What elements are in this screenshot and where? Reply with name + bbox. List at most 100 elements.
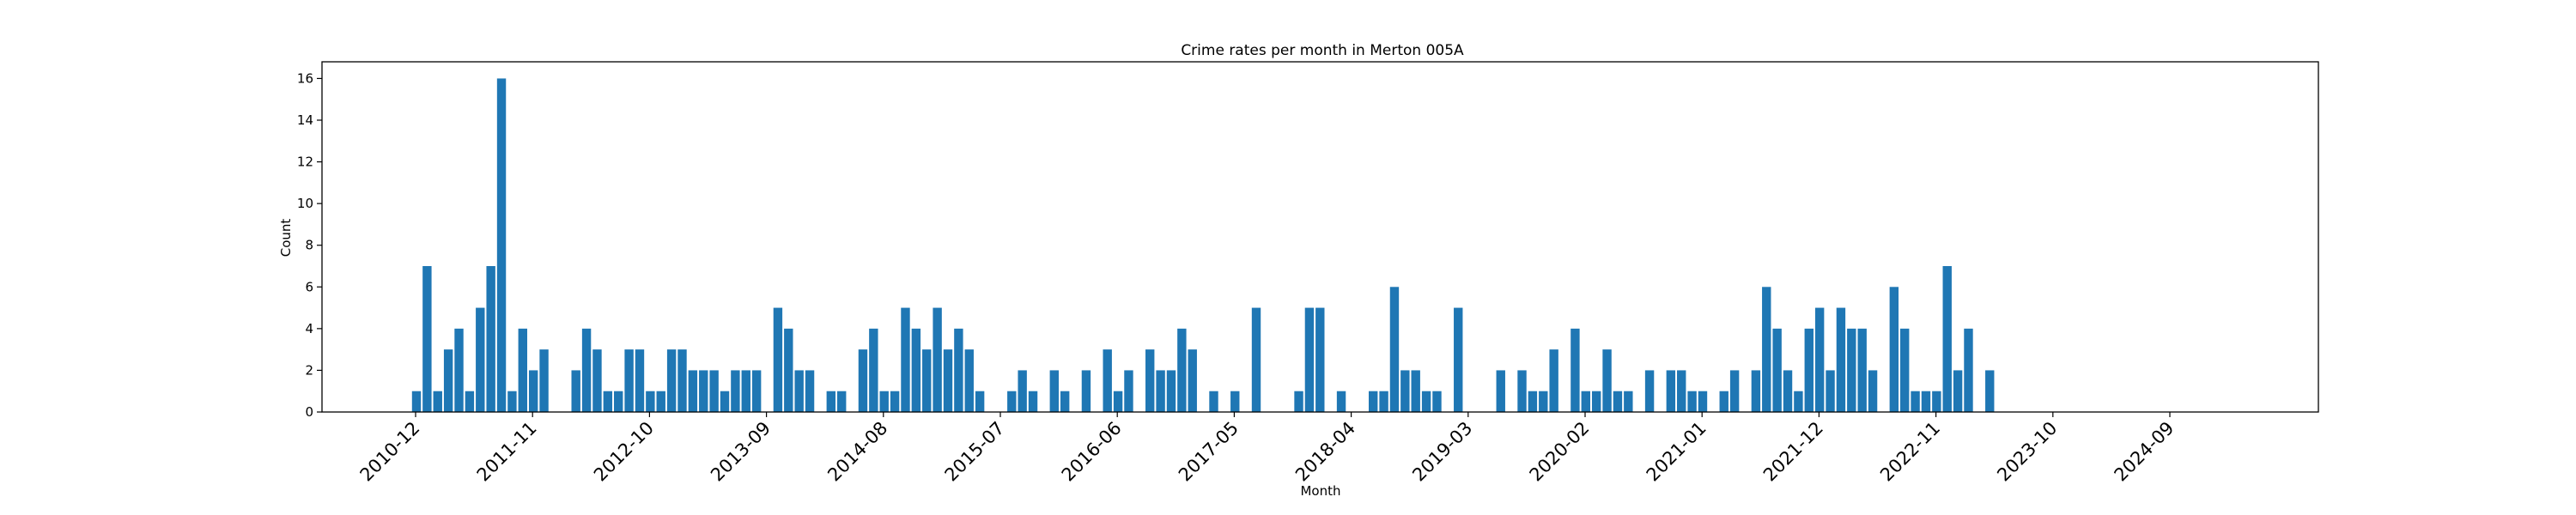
x-axis-label: Month [1300,483,1340,499]
bar-116 [1644,370,1655,412]
bar-110 [1581,391,1590,412]
bar-7 [486,266,495,412]
bar-91 [1379,391,1388,412]
bar-21 [635,349,645,412]
bar-22 [646,391,655,412]
y-tick-label: 6 [305,279,313,294]
bar-96 [1432,391,1442,412]
bar-1 [422,266,432,412]
bar-23 [656,391,665,412]
bar-18 [603,391,613,412]
bar-145 [1953,370,1963,412]
bar-134 [1836,307,1846,412]
bar-57 [1018,370,1027,412]
x-tick-label: 2017-05 [1175,418,1242,486]
bar-98 [1454,307,1463,412]
bar-85 [1315,307,1325,412]
bar-118 [1666,370,1676,412]
x-tick-label: 2015-07 [941,418,1009,486]
y-tick-label: 14 [297,112,313,128]
bar-40 [837,391,847,412]
x-tick-label: 2021-12 [1759,418,1827,486]
bar-67 [1124,370,1133,412]
bar-132 [1814,307,1825,412]
bar-19 [614,391,623,412]
bar-142 [1921,391,1931,412]
bar-2 [433,391,442,412]
bar-27 [699,370,708,412]
bar-139 [1889,287,1899,412]
plot-frame [321,61,2319,413]
bar-114 [1624,391,1633,412]
bars-group [411,78,1995,413]
bar-12 [539,349,549,412]
x-tick-label: 2018-04 [1291,418,1359,486]
bar-34 [773,307,783,412]
bar-83 [1294,391,1303,412]
bar-87 [1336,391,1346,412]
y-tick-label: 0 [305,404,313,420]
bar-25 [677,349,687,412]
bar-79 [1251,307,1261,412]
x-tick-label: 2021-01 [1643,418,1710,486]
bar-0 [411,391,422,412]
bar-128 [1772,328,1782,412]
bar-9 [507,391,517,412]
y-tick-label: 16 [297,70,313,86]
bar-126 [1751,370,1761,412]
bar-51 [954,328,963,412]
bar-121 [1698,391,1708,412]
bar-120 [1687,391,1697,412]
x-tick-label: 2011-11 [473,418,541,486]
bar-60 [1049,370,1059,412]
bar-113 [1613,391,1623,412]
bar-24 [666,349,677,412]
bar-107 [1549,349,1558,412]
bar-50 [943,349,953,412]
bar-84 [1304,307,1315,412]
bar-56 [1007,391,1017,412]
bar-63 [1081,370,1091,412]
x-tick-label: 2013-09 [707,418,775,486]
bar-53 [975,391,985,412]
bar-133 [1826,370,1835,412]
bar-66 [1113,391,1123,412]
bar-49 [933,307,942,412]
bar-10 [518,328,527,412]
bar-130 [1794,391,1803,412]
bar-26 [688,370,698,412]
bar-109 [1571,328,1580,412]
bar-102 [1496,370,1505,412]
bar-32 [751,370,762,412]
bar-35 [784,328,793,412]
bar-93 [1400,370,1410,412]
bar-141 [1911,391,1920,412]
bar-123 [1719,391,1728,412]
y-tick-label: 10 [297,196,313,211]
bar-90 [1369,391,1378,412]
x-tick-label: 2016-06 [1058,418,1126,486]
bar-4 [454,328,464,412]
bar-15 [571,370,580,412]
bar-129 [1783,370,1793,412]
bar-137 [1868,370,1878,412]
bar-112 [1602,349,1612,412]
bar-92 [1389,287,1400,412]
y-tick-label: 2 [305,362,313,378]
bar-45 [890,391,900,412]
y-tick-label: 4 [305,321,313,336]
bar-144 [1942,266,1952,412]
x-tick-label: 2012-10 [590,418,658,486]
bar-44 [879,391,889,412]
bar-43 [869,328,878,412]
bar-94 [1411,370,1420,412]
bar-8 [496,78,507,413]
bar-131 [1804,328,1814,412]
bar-29 [720,391,730,412]
bar-104 [1517,370,1527,412]
bar-11 [528,370,538,412]
x-tick-label: 2022-11 [1876,418,1944,486]
x-tick-label: 2019-03 [1408,418,1476,486]
x-tick-label: 2014-08 [823,418,891,486]
bar-105 [1528,391,1538,412]
